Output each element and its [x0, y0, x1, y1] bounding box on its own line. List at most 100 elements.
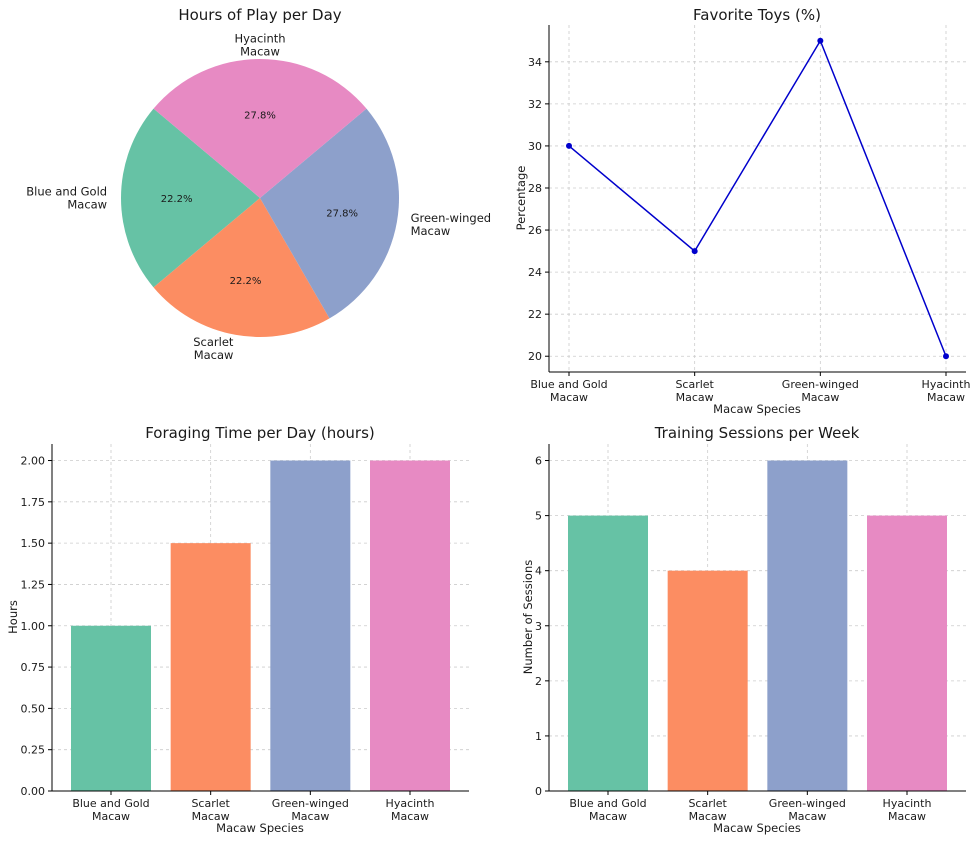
line-chart-xtick-label-line: Blue and Gold — [530, 378, 607, 391]
bar2-chart-xtick-label-line: Macaw — [788, 810, 826, 823]
line-chart-ytick-label: 24 — [528, 266, 542, 279]
line-point — [817, 37, 824, 44]
line-point — [691, 248, 698, 255]
bar2-chart-ytick-label: 1 — [535, 730, 542, 743]
bar2-chart-x-label: Macaw Species — [713, 821, 801, 835]
bar1-chart-xtick-label-line: Hyacinth — [386, 797, 435, 810]
line-chart-ytick-label: 26 — [528, 224, 542, 237]
pie-slice-4 — [153, 58, 367, 199]
pie-category-label-line: Green-winged — [411, 211, 492, 225]
bar1-chart-xtick-label-line: Blue and Gold — [72, 797, 149, 810]
pie-category-label-line: Macaw — [411, 224, 451, 238]
bar1-chart-xtick-label: Blue and Gold Macaw — [72, 797, 149, 823]
bar1-chart-ytick-label: 1.25 — [21, 578, 46, 591]
bar2-chart-ytick-label: 6 — [535, 455, 542, 468]
pie-category-label-line: Blue and Gold — [26, 185, 107, 199]
line-point — [943, 353, 949, 360]
bar1-chart-ytick-label: 0.50 — [21, 702, 46, 715]
bar1-chart-xtick-label: Scarlet Macaw — [191, 797, 230, 823]
line-series — [568, 39, 947, 357]
bar1-chart-bar — [270, 460, 351, 791]
line-chart-xtick-label-line: Macaw — [676, 391, 714, 404]
bar1-chart-ytick-label: 1.50 — [21, 537, 46, 550]
line-chart-ytick-label: 34 — [528, 56, 542, 69]
pie-percent-label: 27.8% — [326, 208, 358, 219]
pie-category-label: Blue and Gold Macaw — [26, 185, 107, 212]
bar2-chart-xtick-label-line: Macaw — [888, 810, 926, 823]
line-chart-ytick-label: 20 — [528, 350, 542, 363]
line-chart-x-label: Macaw Species — [713, 402, 801, 416]
bar1-chart-title: Foraging Time per Day (hours) — [145, 424, 375, 442]
bar2-chart-xtick-label: Green-winged Macaw — [769, 797, 846, 823]
bar1-chart-ytick-label: 0.25 — [21, 744, 46, 757]
pie-category-label-line: Scarlet — [193, 335, 234, 349]
bar1-chart-bar — [71, 625, 151, 791]
bar1-chart-xtick-label-line: Macaw — [192, 810, 230, 823]
bar2-chart-ytick-label: 3 — [535, 620, 542, 633]
line-chart-xtick-label-line: Macaw — [801, 391, 839, 404]
bar1-chart-xtick-label-line: Macaw — [92, 810, 130, 823]
bar-chart-foraging-time: Foraging Time per Day (hours) 0.00 0.25 0.… — [6, 424, 469, 835]
line-chart-xtick-label: Scarlet Macaw — [675, 378, 714, 404]
pie-percent-label: 27.8% — [244, 111, 276, 122]
bar2-chart-bar — [667, 570, 748, 791]
line-chart-xtick-label: Green-winged Macaw — [782, 378, 859, 404]
bar1-chart-ytick-label: 2.00 — [21, 455, 46, 468]
pie-slice-3 — [260, 108, 399, 319]
pie-slice-2 — [153, 198, 330, 337]
pie-chart-title: Hours of Play per Day — [178, 6, 341, 24]
bar2-chart-bar — [568, 515, 648, 791]
bar2-chart-y-label: Number of Sessions — [521, 560, 535, 674]
bar1-chart-bar — [170, 543, 251, 791]
bar1-chart-x-label: Macaw Species — [216, 821, 304, 835]
bar1-chart-xtick-label-line: Green-winged — [272, 797, 349, 810]
line-chart-xtick-label-line: Macaw — [927, 391, 965, 404]
bar2-chart-ytick-label: 2 — [535, 675, 542, 688]
bar2-chart-ytick-label: 5 — [535, 510, 542, 523]
bar2-chart-xtick-label-line: Macaw — [589, 810, 627, 823]
bar-chart-training-sessions: Training Sessions per Week 0 1 2 3 4 5 6 Blue a… — [521, 424, 966, 835]
pie-percent-label: 22.2% — [230, 276, 262, 287]
bar1-chart-xtick-label-line: Macaw — [391, 810, 429, 823]
bar2-chart-bar — [867, 515, 947, 791]
line-chart-y-label: Percentage — [514, 166, 528, 231]
bar2-chart-xtick-label: Blue and Gold Macaw — [569, 797, 646, 823]
bar1-chart-ytick-label: 0.00 — [21, 785, 46, 798]
line-chart-ytick-label: 30 — [528, 140, 542, 153]
bar1-chart-xtick-label: Green-winged Macaw — [272, 797, 349, 823]
bar2-chart-xtick-label-line: Hyacinth — [883, 797, 932, 810]
bar2-chart-xtick-label: Scarlet Macaw — [688, 797, 727, 823]
line-chart-ytick-label: 32 — [528, 98, 542, 111]
line-chart-ytick-label: 28 — [528, 182, 542, 195]
line-chart-xtick-label-line: Green-winged — [782, 378, 859, 391]
bar2-chart-xtick-label-line: Green-winged — [769, 797, 846, 810]
pie-category-label: Green-winged Macaw — [411, 211, 492, 238]
line-chart-xtick-label: Blue and Gold Macaw — [530, 378, 607, 404]
bar1-chart-y-label: Hours — [6, 600, 20, 634]
line-chart-favorite-toys: Favorite Toys (%) 20 22 24 26 28 30 32 34 Blue a… — [514, 6, 970, 416]
bar2-chart-xtick-label-line: Macaw — [689, 810, 727, 823]
bar1-chart-ytick-label: 1.75 — [21, 496, 46, 509]
bar1-chart-bar — [370, 460, 450, 791]
pie-category-label-line: Hyacinth — [234, 32, 285, 46]
line-chart-xtick-label-line: Scarlet — [675, 378, 714, 391]
bar2-chart-xtick-label-line: Scarlet — [688, 797, 727, 810]
line-point — [566, 142, 572, 149]
line-chart-xtick-label-line: Hyacinth — [922, 378, 971, 391]
pie-slice-1 — [120, 108, 260, 288]
bar2-chart-ytick-label: 4 — [535, 565, 542, 578]
bar2-chart-xtick-label-line: Blue and Gold — [569, 797, 646, 810]
pie-category-label: Scarlet Macaw — [193, 335, 234, 362]
bar1-chart-xtick-label-line: Macaw — [291, 810, 329, 823]
line-chart-title: Favorite Toys (%) — [693, 6, 821, 24]
pie-category-label-line: Macaw — [194, 348, 234, 362]
bar1-chart-xtick-label: Hyacinth Macaw — [386, 797, 435, 823]
pie-percent-label: 22.2% — [161, 194, 193, 205]
line-chart-xtick-label: Hyacinth Macaw — [922, 378, 971, 404]
bar2-chart-xtick-label: Hyacinth Macaw — [883, 797, 932, 823]
pie-chart-hours-of-play: Hours of Play per Day 22.2% Blue and Gold… — [26, 6, 491, 362]
bar1-chart-ytick-label: 0.75 — [21, 661, 46, 674]
bar2-chart-title: Training Sessions per Week — [654, 424, 860, 442]
